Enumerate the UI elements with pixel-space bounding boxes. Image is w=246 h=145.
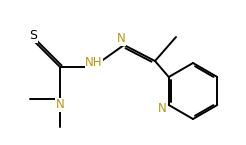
Text: N: N [56, 98, 64, 112]
Text: N: N [117, 32, 125, 46]
Text: N: N [157, 103, 166, 116]
Text: NH: NH [85, 56, 103, 68]
Text: S: S [29, 29, 37, 42]
